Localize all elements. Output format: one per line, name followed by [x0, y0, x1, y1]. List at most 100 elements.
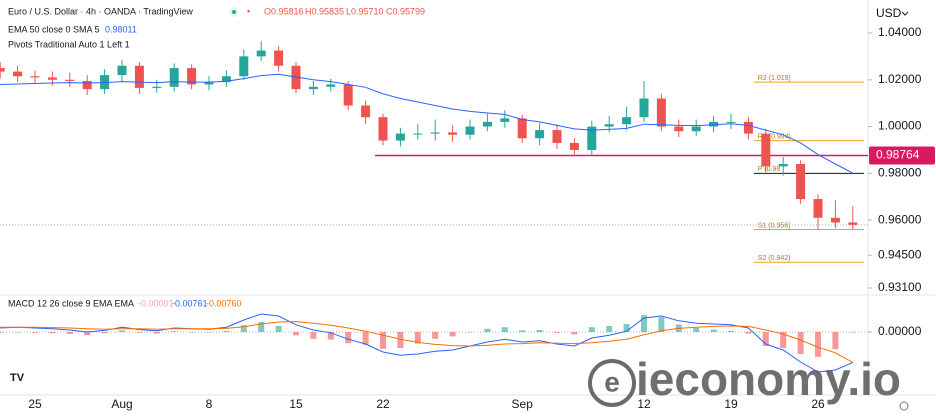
macd-histogram-bar [171, 331, 178, 332]
macd-histogram-bar [84, 332, 91, 336]
macd-histogram-bar [484, 328, 491, 332]
plot-area: R2 (1.019) R1 (0.994) P (0.98 S1 (0.956) S2 … [0, 41, 935, 373]
macd-histogram-bar [397, 332, 404, 348]
candle-body [848, 222, 858, 225]
macd-histogram-bar [345, 332, 352, 344]
watermark-logo-letter: e [604, 366, 620, 397]
pivot-label: S2 (0.942) [758, 255, 791, 262]
macd-histogram-bar [588, 327, 595, 332]
y-tick-label: 0.93100 [878, 280, 922, 294]
macd-histogram-bar [0, 332, 4, 333]
candle-body [413, 133, 423, 135]
macd-histogram-bar [832, 332, 839, 350]
settings-icon [899, 401, 909, 411]
x-tick-label: 19 [724, 397, 738, 411]
candle-body [274, 50, 284, 66]
macd-histogram-bar [362, 332, 369, 345]
candle-body [326, 84, 336, 87]
macd-histogram-bar [449, 332, 456, 337]
candle-body [552, 130, 562, 143]
macd-histogram-bar [380, 332, 386, 349]
y-tick-label: 0.98000 [878, 166, 922, 180]
y-tick-label: 1.00000 [878, 119, 922, 133]
candle-body [308, 86, 318, 90]
candle-body [778, 163, 788, 167]
candle-body [535, 130, 545, 139]
tv-logo: TV [10, 372, 25, 384]
candle-body [187, 68, 197, 85]
macd-histogram-bar [66, 332, 73, 334]
macd-histogram-bar [571, 332, 578, 335]
macd-histogram-bar [710, 329, 717, 332]
ema-legend-value: 0.98011 [105, 24, 137, 34]
macd-histogram-bar [101, 332, 108, 334]
x-tick-label: 12 [637, 397, 651, 411]
candle-body [761, 133, 771, 167]
candle-body [482, 121, 492, 127]
candle-body [726, 121, 736, 123]
pivot-label: R2 (1.019) [758, 75, 791, 82]
macd-histogram-bar [728, 330, 734, 332]
candle-body [656, 98, 666, 127]
candle-body [830, 217, 840, 223]
ema-legend: EMA 50 close 0 SMA 5 [8, 24, 100, 34]
x-tick-label: 15 [289, 397, 303, 411]
macd-histogram-bar [536, 330, 543, 332]
currency-label: USD [876, 6, 902, 20]
candle-body [517, 118, 527, 139]
macd-histogram-bar [293, 332, 299, 336]
macd-hist-value: -0.00001 [138, 298, 174, 308]
macd-histogram-bar [32, 332, 38, 333]
candle-body [13, 71, 23, 77]
macd-histogram-bar [310, 332, 317, 339]
macd-histogram-bar [136, 332, 143, 333]
candle-body [639, 98, 649, 118]
y-tick-label: 1.02000 [878, 72, 922, 86]
candle-body [256, 50, 266, 57]
x-tick-label: 22 [376, 397, 390, 411]
watermark: ieconomy.io [636, 353, 901, 405]
candle-body [82, 80, 92, 90]
macd-histogram-bar [432, 332, 439, 339]
level-price-label: 0.98764 [876, 148, 920, 162]
y-tick-label: 0.94500 [878, 247, 922, 261]
macd-histogram-bar [501, 327, 508, 332]
macd-histogram-bar [188, 332, 195, 333]
candle-body [47, 77, 57, 80]
macd-histogram-bar [693, 328, 700, 332]
candle-body [500, 118, 510, 122]
candle-body [448, 132, 458, 135]
macd-histogram-bar [623, 324, 630, 332]
x-tick-label: 26 [811, 397, 825, 411]
candle-body [796, 163, 806, 200]
macd-histogram-bar [223, 330, 230, 332]
candle-body [117, 65, 127, 76]
macd-histogram-bar [275, 326, 282, 332]
candle-body [378, 117, 388, 141]
macd-histogram-bar [327, 332, 334, 340]
currency-chevron [901, 11, 909, 16]
signal-value: -0.00760 [206, 298, 242, 308]
candle-body [30, 76, 40, 78]
candle-body [343, 84, 353, 106]
candle-body [204, 82, 214, 85]
macd-line [0, 313, 854, 373]
candle-body [587, 126, 597, 150]
candle-body [691, 126, 701, 132]
candle-body [465, 126, 475, 135]
candle-body [169, 68, 179, 87]
macd-histogram-bar [606, 326, 613, 332]
macd-histogram-bar [414, 332, 421, 344]
candle-body [813, 199, 823, 218]
ema-line [0, 73, 854, 174]
macd-histogram-bar [658, 317, 665, 332]
signal-line [0, 321, 854, 363]
macd-histogram-bar [745, 332, 752, 334]
candle-body [674, 126, 684, 132]
macd-histogram-bar [797, 332, 804, 354]
pivots-legend: Pivots Traditional Auto 1 Left 1 [8, 39, 130, 49]
macd-histogram-bar [519, 330, 526, 332]
candle-body [134, 65, 144, 88]
ohlc-close: C0.95799 [386, 6, 425, 16]
